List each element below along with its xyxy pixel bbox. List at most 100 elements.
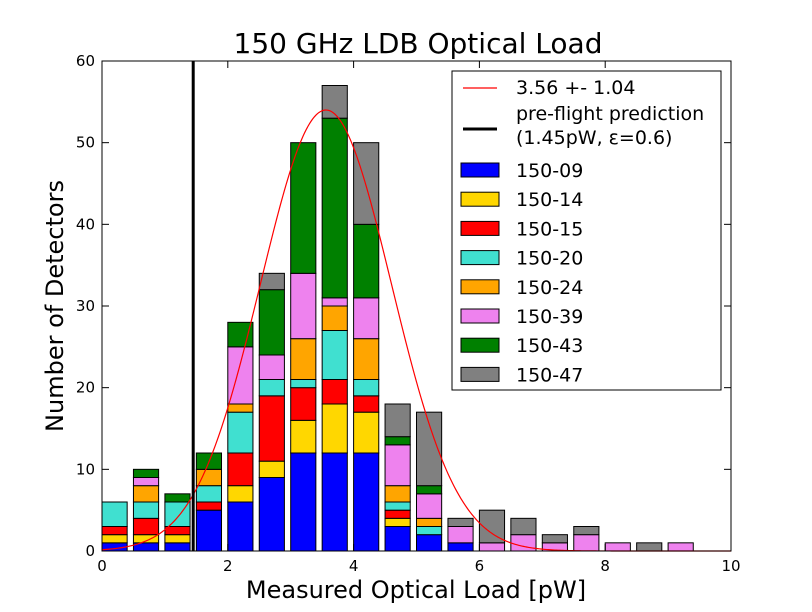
legend-swatch-150-43 bbox=[460, 337, 500, 353]
bar-150-24-bin-8 bbox=[353, 338, 380, 380]
bar-150-39-bin-1 bbox=[132, 477, 160, 487]
bar-150-43-bin-1 bbox=[132, 468, 160, 479]
bar-150-09-bin-9 bbox=[384, 526, 411, 552]
legend-swatch-150-09 bbox=[460, 162, 500, 178]
legend-label-150-47: 150-47 bbox=[516, 364, 583, 386]
legend-swatch-150-14 bbox=[460, 191, 500, 207]
y-tick-label-2: 20 bbox=[76, 379, 95, 397]
bar-150-20-bin-5 bbox=[258, 379, 285, 397]
bar-150-24-bin-10 bbox=[416, 517, 443, 527]
bar-150-47-bin-13 bbox=[510, 517, 537, 536]
y-tick-label-0: 0 bbox=[85, 542, 95, 560]
bar-150-39-bin-10 bbox=[416, 493, 443, 519]
bar-150-09-bin-2 bbox=[164, 542, 191, 552]
axis-ticks: 0 2 4 6 8 10 0 10 20 30 40 50 60 bbox=[76, 52, 741, 575]
bar-150-47-bin-7 bbox=[321, 85, 348, 119]
bar-150-20-bin-3 bbox=[195, 485, 223, 503]
x-tick-label-1: 2 bbox=[223, 557, 233, 575]
bar-150-20-bin-0 bbox=[101, 501, 128, 527]
bar-150-39-bin-9 bbox=[384, 444, 411, 487]
bar-150-09-bin-4 bbox=[227, 501, 254, 552]
bar-150-14-bin-0 bbox=[101, 534, 128, 544]
y-axis-title: Number of Detectors bbox=[41, 180, 69, 432]
y-tick-label-1: 10 bbox=[76, 460, 95, 478]
bar-150-47-bin-5 bbox=[258, 272, 285, 291]
legend-label-150-09: 150-09 bbox=[516, 160, 583, 182]
chart-title: 150 GHz LDB Optical Load bbox=[234, 27, 603, 60]
legend-label-150-20: 150-20 bbox=[516, 248, 583, 270]
bar-150-15-bin-6 bbox=[290, 387, 317, 421]
bar-150-14-bin-5 bbox=[258, 460, 285, 478]
bar-150-24-bin-1 bbox=[132, 485, 160, 503]
bar-150-09-bin-6 bbox=[290, 452, 317, 552]
bar-150-39-bin-7 bbox=[321, 297, 348, 307]
bar-150-39-bin-11 bbox=[447, 526, 474, 544]
bar-150-43-bin-4 bbox=[227, 321, 254, 348]
legend-swatch-150-47 bbox=[460, 366, 500, 382]
bar-150-09-bin-3 bbox=[195, 509, 223, 552]
bar-150-15-bin-1 bbox=[132, 517, 160, 536]
bar-150-15-bin-7 bbox=[321, 379, 348, 405]
bar-150-09-bin-11 bbox=[447, 542, 474, 552]
bar-150-47-bin-15 bbox=[573, 526, 600, 536]
legend-series-entries: 150-09 150-14 150-15 150-20 150-24 150-39 150-… bbox=[460, 160, 583, 386]
legend-label-150-15: 150-15 bbox=[516, 218, 583, 240]
bar-150-15-bin-2 bbox=[164, 526, 191, 536]
bar-150-24-bin-7 bbox=[321, 305, 348, 331]
bar-150-47-bin-14 bbox=[541, 534, 568, 544]
bar-150-14-bin-9 bbox=[384, 517, 411, 527]
legend: 3.56 +- 1.04 pre-flight prediction (1.45… bbox=[451, 70, 722, 391]
legend-label-150-39: 150-39 bbox=[516, 306, 583, 328]
bar-150-24-bin-6 bbox=[290, 338, 317, 380]
bar-150-47-bin-11 bbox=[447, 517, 474, 527]
bar-150-15-bin-3 bbox=[195, 501, 223, 511]
bar-150-43-bin-5 bbox=[258, 289, 285, 356]
bar-150-09-bin-10 bbox=[416, 534, 443, 552]
bar-150-09-bin-5 bbox=[258, 477, 285, 552]
legend-swatch-150-39 bbox=[460, 308, 500, 324]
bar-150-43-bin-9 bbox=[384, 436, 411, 446]
x-tick-label-3: 6 bbox=[475, 557, 485, 575]
bar-150-39-bin-6 bbox=[290, 272, 317, 340]
x-tick-label-0: 0 bbox=[97, 557, 107, 575]
bar-150-39-bin-5 bbox=[258, 354, 285, 380]
y-tick-label-4: 40 bbox=[76, 215, 95, 233]
y-tick-label-6: 60 bbox=[76, 52, 95, 70]
bar-150-20-bin-1 bbox=[132, 501, 160, 519]
bar-150-20-bin-9 bbox=[384, 501, 411, 511]
legend-swatch-150-15 bbox=[460, 220, 500, 236]
bar-150-20-bin-6 bbox=[290, 379, 317, 389]
bar-150-24-bin-3 bbox=[195, 468, 223, 487]
bar-150-15-bin-0 bbox=[101, 526, 128, 536]
x-tick-label-5: 10 bbox=[721, 557, 740, 575]
bar-150-47-bin-17 bbox=[636, 542, 663, 552]
bar-150-39-bin-15 bbox=[573, 534, 600, 552]
bar-150-47-bin-8 bbox=[353, 142, 380, 225]
bar-150-20-bin-7 bbox=[321, 330, 348, 380]
bar-150-24-bin-4 bbox=[227, 403, 254, 413]
bar-150-43-bin-10 bbox=[416, 485, 443, 495]
bar-150-09-bin-8 bbox=[353, 452, 380, 552]
x-tick-label-2: 4 bbox=[349, 557, 359, 575]
bar-150-20-bin-4 bbox=[227, 411, 254, 454]
legend-label-150-43: 150-43 bbox=[516, 335, 583, 357]
legend-swatch-150-24 bbox=[460, 279, 500, 295]
bar-150-39-bin-12 bbox=[478, 542, 506, 552]
bar-150-39-bin-16 bbox=[604, 542, 631, 552]
bar-150-20-bin-10 bbox=[416, 526, 443, 536]
bar-150-15-bin-9 bbox=[384, 509, 411, 519]
bar-150-43-bin-7 bbox=[321, 117, 348, 299]
legend-fit-label: 3.56 +- 1.04 bbox=[516, 77, 635, 99]
bar-150-14-bin-4 bbox=[227, 485, 254, 503]
bar-150-43-bin-8 bbox=[353, 223, 380, 299]
bar-150-43-bin-2 bbox=[164, 493, 191, 503]
bar-150-15-bin-5 bbox=[258, 395, 285, 462]
bar-150-14-bin-2 bbox=[164, 534, 191, 544]
bar-150-15-bin-8 bbox=[353, 395, 380, 413]
bar-layer bbox=[101, 85, 694, 552]
legend-swatch-150-20 bbox=[460, 250, 500, 266]
bar-150-39-bin-18 bbox=[667, 542, 694, 552]
x-axis-title: Measured Optical Load [pW] bbox=[246, 576, 586, 604]
x-tick-label-4: 8 bbox=[600, 557, 610, 575]
